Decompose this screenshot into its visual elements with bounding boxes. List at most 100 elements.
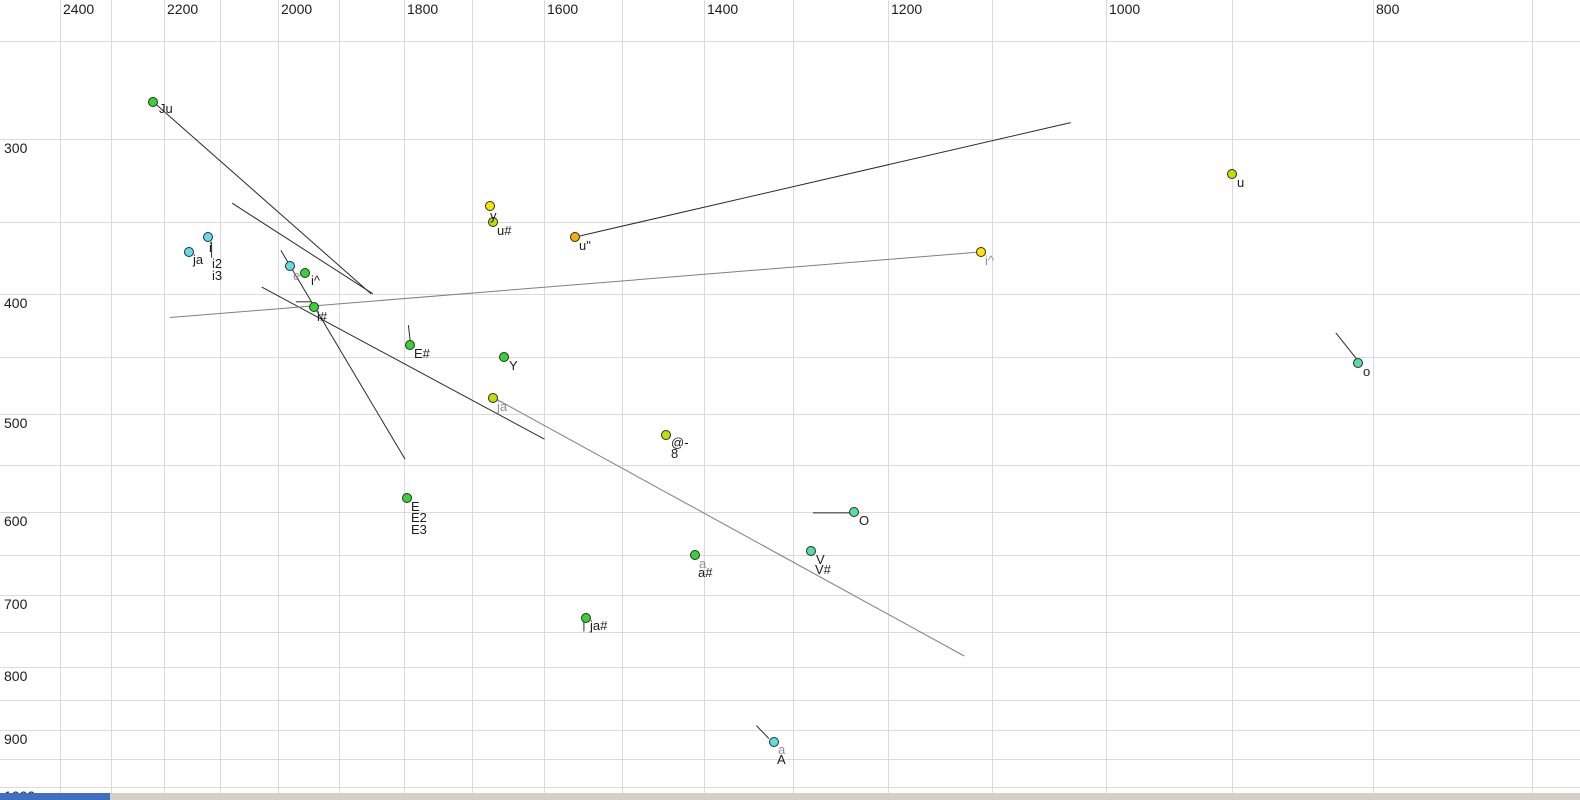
x-gridline bbox=[472, 0, 473, 793]
vowel-label-O: O bbox=[859, 513, 870, 528]
x-tick-label: 2200 bbox=[167, 1, 199, 17]
y-tick-label: 700 bbox=[4, 596, 28, 612]
vowel-label-e: e bbox=[293, 268, 301, 283]
vowel-point-a-A[interactable] bbox=[769, 737, 779, 747]
trajectory-a-A-traj bbox=[755, 725, 770, 739]
vowel-label-o: o bbox=[1363, 364, 1371, 379]
x-gridline bbox=[164, 0, 165, 793]
y-tick-label: 600 bbox=[4, 513, 28, 529]
y-gridline bbox=[0, 700, 1580, 701]
vowel-point-E-sharp[interactable] bbox=[405, 340, 415, 350]
y-gridline bbox=[0, 414, 1580, 415]
y-gridline bbox=[0, 730, 1580, 731]
vowel-label-i-2: i3 bbox=[212, 268, 223, 283]
vowel-label-ja-mid: ja bbox=[497, 399, 508, 414]
vowel-point-Ju[interactable] bbox=[148, 97, 158, 107]
y-gridline bbox=[0, 667, 1580, 668]
vowel-point-ja-mid[interactable] bbox=[488, 393, 498, 403]
bottom-edge-blue-segment bbox=[0, 793, 110, 800]
vowel-point-u[interactable] bbox=[1227, 169, 1237, 179]
vowel-label-u-uml: u" bbox=[579, 238, 591, 253]
x-tick-label: 1400 bbox=[707, 1, 739, 17]
trajectory-diag-steep bbox=[280, 250, 406, 460]
y-tick-label: 500 bbox=[4, 415, 28, 431]
y-tick-label: 400 bbox=[4, 295, 28, 311]
vowel-label-schwa-1: 8 bbox=[671, 446, 679, 461]
vowel-point-o[interactable] bbox=[1353, 358, 1363, 368]
vowel-label-V: V bbox=[816, 552, 825, 567]
y-gridline bbox=[0, 41, 1580, 42]
vowel-label-schwa: @- bbox=[671, 435, 689, 450]
y-gridline bbox=[0, 787, 1580, 788]
vowel-label-i-hat-green: i^ bbox=[311, 273, 320, 288]
trajectory-u-uml-traj bbox=[574, 122, 1071, 238]
y-gridline bbox=[0, 555, 1580, 556]
vowel-label-i: i bbox=[209, 240, 212, 255]
vowel-label-ja-sharp: ja# bbox=[590, 618, 608, 633]
vowel-point-e[interactable] bbox=[285, 261, 295, 271]
vowel-label-Y: Y bbox=[509, 358, 518, 373]
vowel-point-u-sharp[interactable] bbox=[488, 217, 498, 227]
vowel-label-u: u bbox=[1237, 175, 1245, 190]
y-gridline bbox=[0, 222, 1580, 223]
trajectory-diag-long bbox=[261, 286, 545, 440]
vowel-label-ja-left: ja bbox=[193, 252, 204, 267]
x-gridline bbox=[220, 0, 221, 793]
x-gridline bbox=[1106, 0, 1107, 793]
vowel-point-schwa[interactable] bbox=[661, 430, 671, 440]
vowel-point-i-hat-green[interactable] bbox=[300, 268, 310, 278]
vowel-label-E-2: E3 bbox=[411, 522, 427, 537]
vowel-point-i-sharp[interactable] bbox=[309, 302, 319, 312]
x-gridline bbox=[1232, 0, 1233, 793]
x-gridline bbox=[992, 0, 993, 793]
vowel-point-Y[interactable] bbox=[499, 352, 509, 362]
vowel-point-V[interactable] bbox=[806, 546, 816, 556]
x-tick-label: 800 bbox=[1376, 1, 1400, 17]
vowel-label-i-1: i2 bbox=[212, 256, 223, 271]
vowel-label-E-sharp: E# bbox=[414, 346, 430, 361]
x-tick-label: 1200 bbox=[891, 1, 923, 17]
x-gridline bbox=[1373, 0, 1374, 793]
y-gridline bbox=[0, 294, 1580, 295]
vowel-label-E-1: E2 bbox=[411, 510, 427, 525]
vowel-label-i-sharp: i# bbox=[317, 309, 328, 324]
vowel-label-a-sharp: a bbox=[699, 556, 707, 571]
y-gridline bbox=[0, 759, 1580, 760]
vowel-point-ja-sharp[interactable] bbox=[581, 613, 591, 623]
x-gridline bbox=[704, 0, 705, 793]
x-gridline bbox=[339, 0, 340, 793]
vowel-point-u-uml[interactable] bbox=[570, 232, 580, 242]
y-gridline bbox=[0, 465, 1580, 466]
vowel-point-i[interactable] bbox=[203, 232, 213, 242]
vowel-point-a-sharp[interactable] bbox=[690, 550, 700, 560]
x-gridline bbox=[1532, 0, 1533, 793]
bottom-window-edge bbox=[0, 793, 1580, 800]
x-gridline bbox=[793, 0, 794, 793]
vowel-point-ja-left[interactable] bbox=[184, 247, 194, 257]
bottom-edge-gray-segment bbox=[110, 793, 1580, 800]
x-tick-label: 1000 bbox=[1109, 1, 1141, 17]
vowel-label-E: E bbox=[411, 499, 420, 514]
y-gridline bbox=[0, 139, 1580, 140]
vowel-label-a-A: a bbox=[778, 742, 786, 757]
vowel-label-Ju: Ju bbox=[159, 101, 173, 116]
trajectory-ja-mid-traj bbox=[493, 397, 965, 657]
vowel-point-y[interactable] bbox=[485, 201, 495, 211]
vowel-point-O[interactable] bbox=[849, 507, 859, 517]
x-tick-label: 1600 bbox=[547, 1, 579, 17]
y-gridline bbox=[0, 595, 1580, 596]
y-tick-label: 300 bbox=[4, 140, 28, 156]
trajectory-Ju-traj bbox=[152, 101, 372, 295]
x-gridline bbox=[111, 0, 112, 793]
y-gridline bbox=[0, 357, 1580, 358]
vowel-point-E[interactable] bbox=[402, 493, 412, 503]
y-gridline bbox=[0, 632, 1580, 633]
trajectory-o-traj bbox=[1335, 332, 1357, 359]
x-gridline bbox=[278, 0, 279, 793]
vowel-point-i-hat-yellow[interactable] bbox=[976, 247, 986, 257]
trajectory-diag-upper bbox=[231, 202, 374, 295]
x-gridline bbox=[544, 0, 545, 793]
x-gridline bbox=[404, 0, 405, 793]
